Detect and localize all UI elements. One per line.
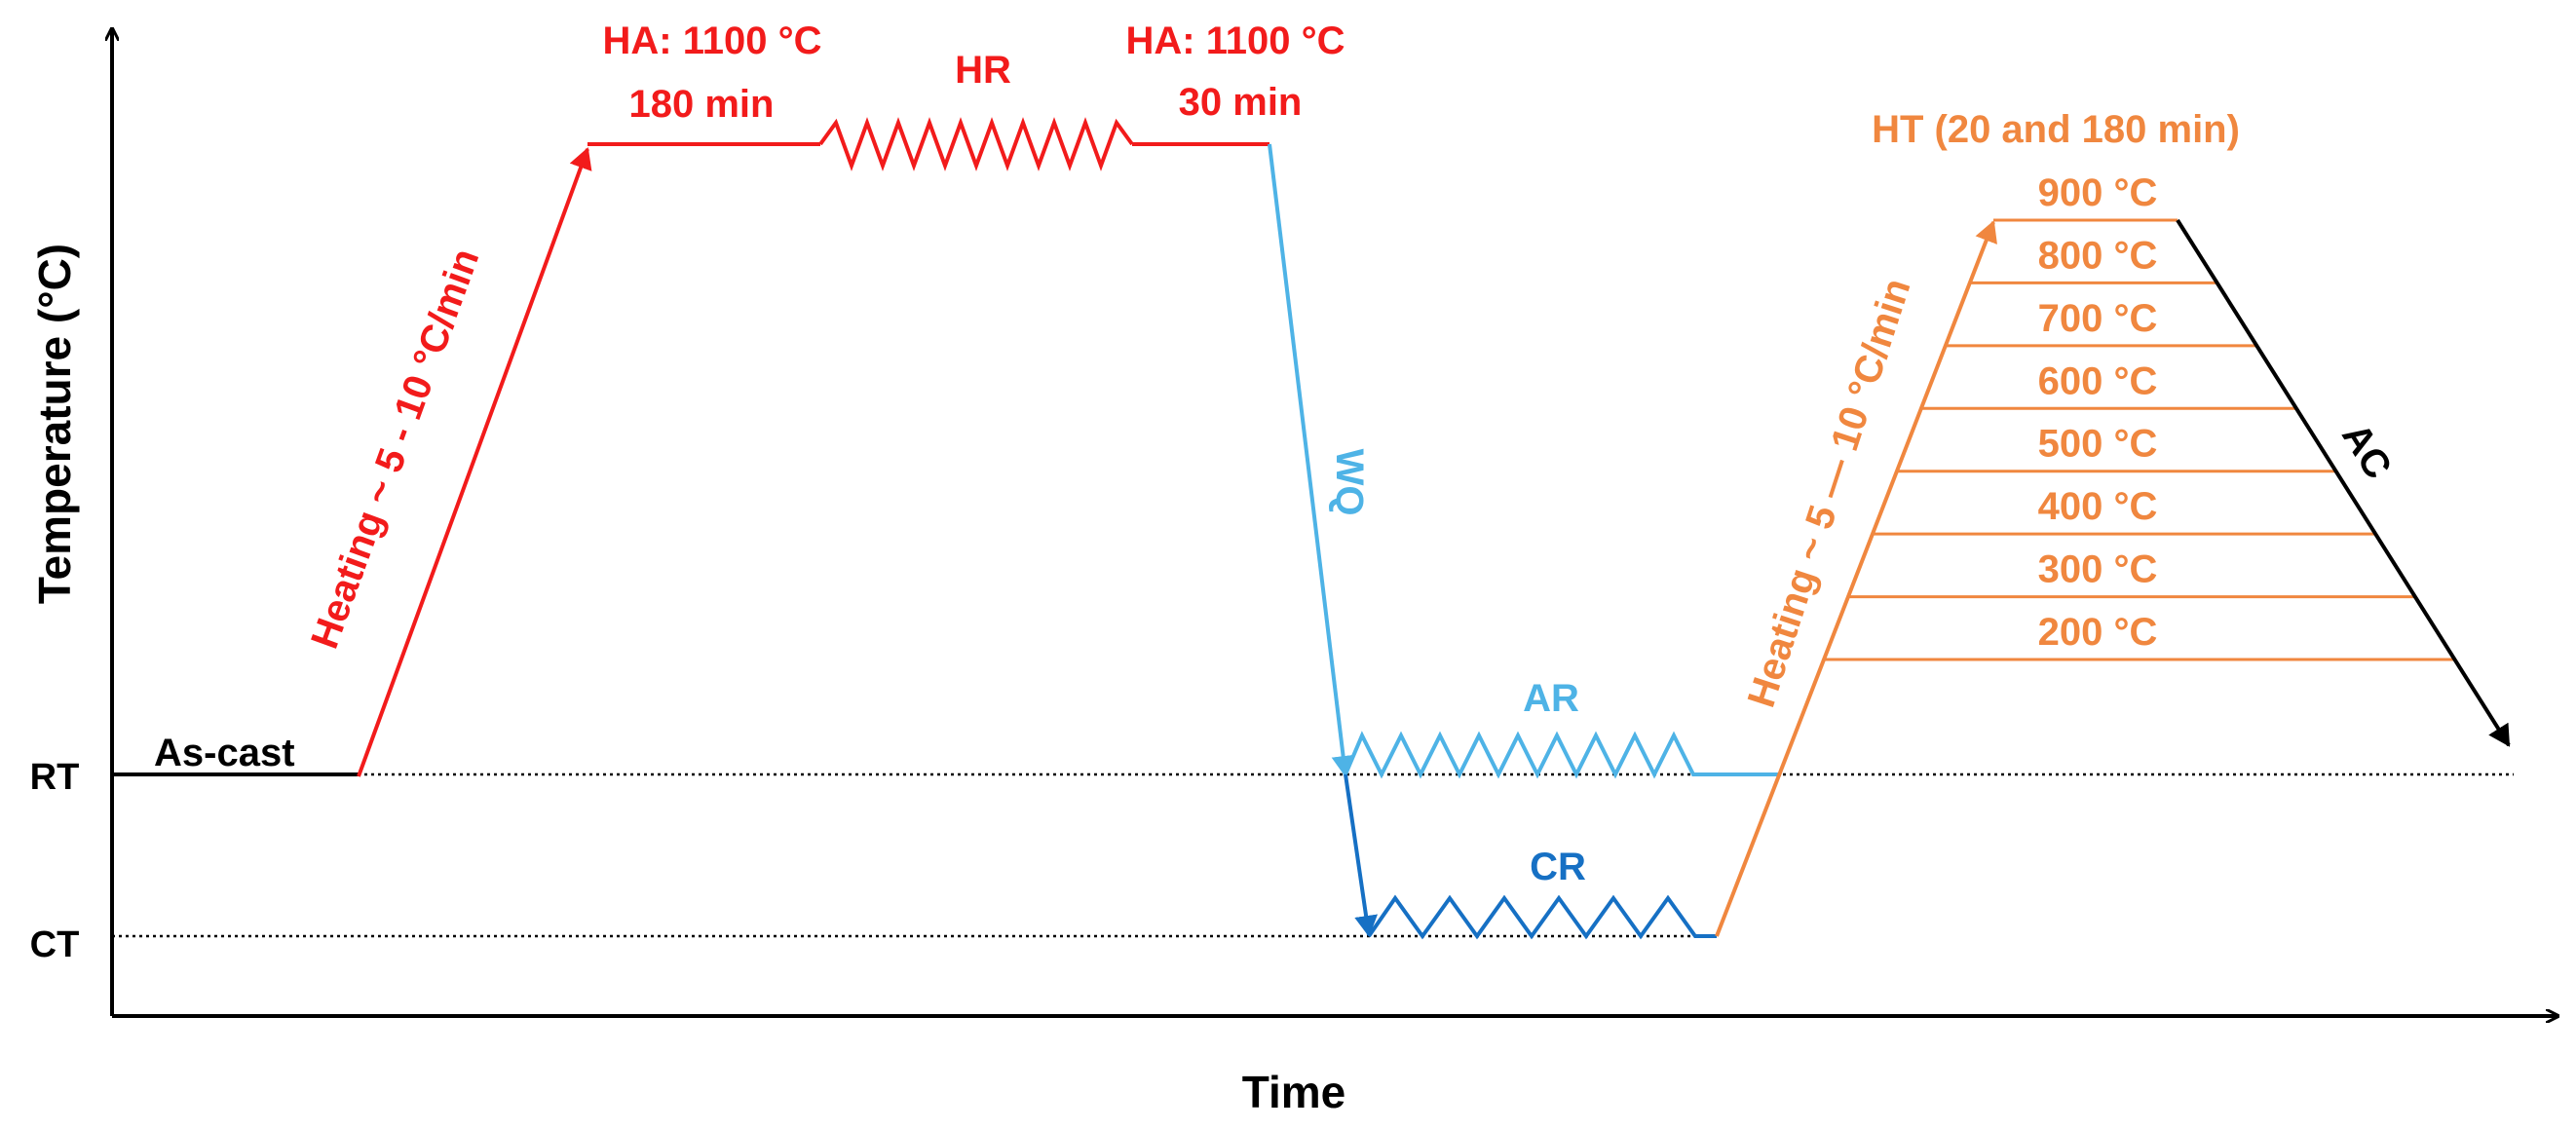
as-cast-label: As-cast xyxy=(154,732,295,774)
ha2-label-line1: HA: 1100 °C xyxy=(1126,19,1345,62)
temp-label-800: 800 °C xyxy=(2038,234,2158,277)
cryo-cooling-line xyxy=(1344,773,1378,937)
temp-label-300: 300 °C xyxy=(2038,548,2158,591)
ha1-label-line1: HA: 1100 °C xyxy=(603,19,822,62)
temp-label-700: 700 °C xyxy=(2038,297,2158,340)
heating-1-label: Heating ~ 5 - 10 °C/min xyxy=(303,244,487,655)
ac-cooling-line xyxy=(2176,218,2511,747)
heating-ramp-1 xyxy=(357,147,592,777)
temp-label-200: 200 °C xyxy=(2038,611,2158,654)
temp-label-500: 500 °C xyxy=(2038,423,2158,466)
ar-label: AR xyxy=(1523,677,1579,720)
ha2-label-line2: 30 min xyxy=(1179,81,1303,124)
ar-zigzag xyxy=(1344,731,1781,779)
cr-zigzag xyxy=(1367,894,1717,940)
temp-label-400: 400 °C xyxy=(2038,485,2158,528)
heating-ramp-2 xyxy=(1715,220,1997,937)
x-axis-title: Time xyxy=(1242,1067,1346,1117)
temp-label-600: 600 °C xyxy=(2038,359,2158,402)
temp-label-900: 900 °C xyxy=(2038,171,2158,214)
rt-tick-label: RT xyxy=(30,757,80,798)
y-axis-title: Temperature (°C) xyxy=(29,244,80,604)
hr-zigzag xyxy=(818,117,1134,171)
ht-label: HT (20 and 180 min) xyxy=(1872,108,2240,151)
ha1-label-line2: 180 min xyxy=(629,83,775,126)
ac-label: AC xyxy=(2333,416,2400,486)
wq-quench-line xyxy=(1268,143,1355,777)
ht-hold-lines: 900 °C 800 °C 700 °C 600 °C 500 °C 400 °C 300 … xyxy=(1824,171,2455,661)
ct-tick-label: CT xyxy=(30,924,80,965)
wq-label: WQ xyxy=(1328,449,1371,516)
hr-label: HR xyxy=(955,49,1011,92)
cr-label: CR xyxy=(1530,846,1586,888)
